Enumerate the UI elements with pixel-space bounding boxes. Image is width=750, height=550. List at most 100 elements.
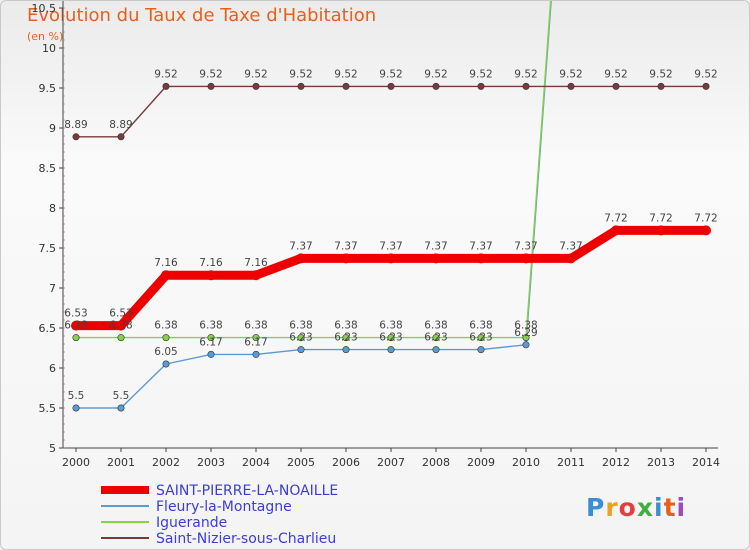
data-label: 6.17	[244, 336, 267, 348]
y-tick-label: 5	[49, 442, 56, 455]
data-point	[431, 253, 441, 264]
x-tick-label: 2014	[692, 456, 720, 469]
x-tick-label: 2009	[467, 456, 495, 469]
data-label: 7.37	[424, 240, 447, 252]
data-label: 7.72	[694, 212, 717, 224]
data-point	[387, 334, 395, 342]
data-point	[162, 82, 170, 90]
y-tick-label: 5.5	[39, 402, 57, 415]
data-point	[612, 82, 620, 90]
data-point	[162, 334, 170, 342]
data-label: 6.23	[334, 332, 357, 344]
series-line	[76, 85, 706, 138]
series-line	[76, 1, 552, 339]
legend-label: Iguerande	[156, 515, 227, 531]
data-point	[521, 253, 531, 264]
data-label: 6.38	[514, 320, 537, 332]
data-label: 6.29	[514, 327, 537, 339]
x-tick-label: 2013	[647, 456, 675, 469]
data-point	[251, 270, 261, 281]
data-label: 6.38	[109, 320, 132, 332]
data-label: 7.72	[604, 212, 627, 224]
x-tick-label: 2010	[512, 456, 540, 469]
data-point	[206, 270, 216, 281]
data-label: 7.37	[289, 240, 312, 252]
x-tick-label: 2000	[62, 456, 90, 469]
data-point	[161, 270, 171, 281]
y-tick-label: 7	[49, 282, 56, 295]
data-label: 9.52	[244, 68, 267, 80]
data-label: 9.52	[199, 68, 222, 80]
data-point	[656, 225, 666, 236]
data-label: 8.89	[109, 119, 132, 131]
y-tick-label: 6	[49, 362, 56, 375]
data-label: 7.37	[514, 240, 537, 252]
data-label: 6.23	[424, 332, 447, 344]
data-point	[296, 253, 306, 264]
data-label: 6.38	[154, 320, 177, 332]
data-label: 6.05	[154, 346, 177, 358]
data-label: 6.23	[289, 332, 312, 344]
y-tick-label: 8.5	[39, 162, 57, 175]
data-label: 6.38	[64, 320, 87, 332]
data-point	[477, 334, 485, 342]
data-point	[297, 346, 305, 354]
chart-subtitle: (en %)	[27, 30, 64, 43]
legend-label: Fleury-la-Montagne	[156, 499, 292, 515]
data-label: 7.37	[469, 240, 492, 252]
data-point	[207, 82, 215, 90]
logo-letter: P	[586, 493, 606, 522]
data-point	[341, 253, 351, 264]
x-tick-label: 2007	[377, 456, 405, 469]
data-label: 6.38	[244, 320, 267, 332]
data-point	[342, 334, 350, 342]
data-point	[71, 320, 81, 331]
data-point	[522, 341, 530, 349]
x-tick-label: 2011	[557, 456, 585, 469]
logo-letter: o	[618, 493, 637, 522]
data-point	[477, 346, 485, 354]
data-label: 9.52	[559, 68, 582, 80]
logo-letter: x	[636, 493, 654, 522]
data-point	[72, 334, 80, 342]
chart-title: Evolution du Taux de Taxe d'Habitation	[27, 5, 377, 26]
data-label: 7.37	[379, 240, 402, 252]
data-label: 9.52	[694, 68, 717, 80]
data-label: 5.5	[68, 390, 85, 402]
x-tick-label: 2008	[422, 456, 450, 469]
legend-label: SAINT-PIERRE-LA-NOAILLE	[156, 483, 338, 499]
data-label: 7.72	[649, 212, 672, 224]
data-point	[522, 334, 530, 342]
data-label: 7.16	[154, 257, 178, 269]
legend-label: Saint-Nizier-sous-Charlieu	[156, 531, 336, 547]
data-point	[117, 404, 125, 412]
y-tick-label: 7.5	[39, 242, 57, 255]
data-point	[702, 82, 710, 90]
data-point	[252, 350, 260, 358]
data-label: 6.23	[469, 332, 492, 344]
proxiti-logo: Proxiti	[586, 493, 686, 522]
data-point	[252, 334, 260, 342]
data-label: 7.37	[559, 240, 582, 252]
data-label: 6.17	[199, 336, 222, 348]
logo-letter: i	[654, 493, 664, 522]
data-label: 9.52	[604, 68, 627, 80]
data-point	[252, 82, 260, 90]
x-tick-label: 2006	[332, 456, 360, 469]
data-label: 9.52	[649, 68, 672, 80]
data-label: 6.23	[379, 332, 402, 344]
data-point	[657, 82, 665, 90]
data-label: 9.52	[289, 68, 312, 80]
data-label: 6.38	[469, 320, 492, 332]
data-label: 8.89	[64, 119, 87, 131]
logo-letter: r	[605, 493, 619, 522]
data-label: 7.16	[244, 257, 268, 269]
data-label: 9.52	[514, 68, 537, 80]
data-point	[477, 82, 485, 90]
x-tick-label: 2002	[152, 456, 180, 469]
data-point	[117, 334, 125, 342]
logo-letter: t	[663, 493, 677, 522]
data-point	[387, 82, 395, 90]
data-label: 7.16	[199, 257, 223, 269]
data-point	[297, 82, 305, 90]
